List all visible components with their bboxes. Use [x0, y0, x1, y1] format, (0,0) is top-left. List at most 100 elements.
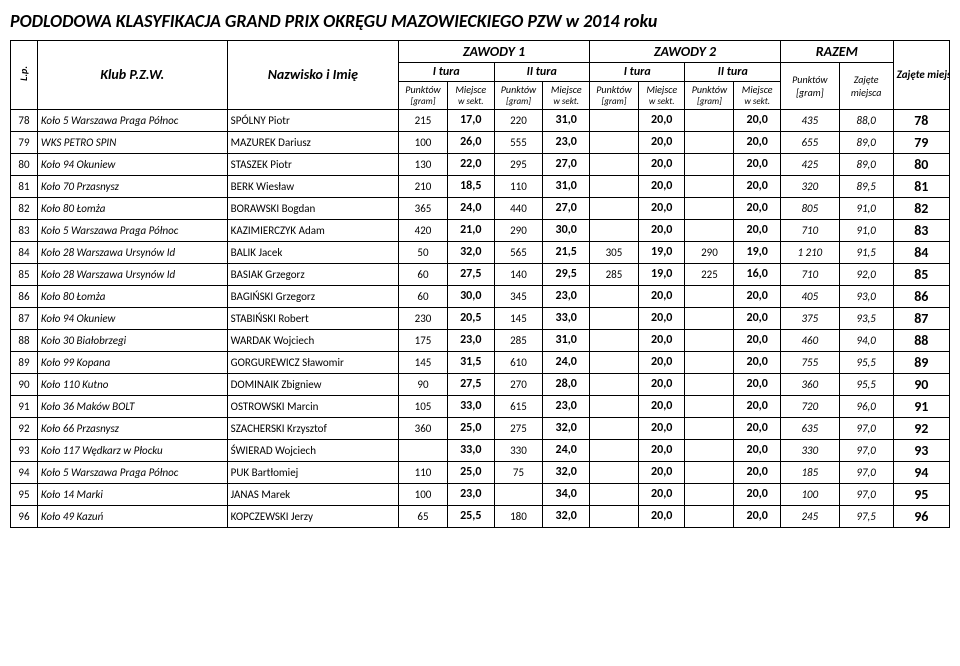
cell-m1: 21,0 [447, 219, 494, 241]
cell-p3 [590, 153, 639, 175]
cell-m2: 30,0 [543, 219, 590, 241]
cell-m2: 31,0 [543, 109, 590, 131]
cell-m2: 32,0 [543, 417, 590, 439]
cell-p3: 305 [590, 241, 639, 263]
cell-m4: 20,0 [734, 329, 781, 351]
cell-m1: 33,0 [447, 439, 494, 461]
cell-m2: 27,0 [543, 197, 590, 219]
hdr-p1: Punktów[gram] [399, 82, 448, 110]
table-row: 96Koło 49 KazuńKOPCZEWSKI Jerzy6525,5180… [11, 505, 950, 527]
cell-m2: 32,0 [543, 461, 590, 483]
cell-p1: 210 [399, 175, 448, 197]
cell-sum-pkt: 720 [780, 395, 839, 417]
cell-m1: 18,5 [447, 175, 494, 197]
cell-club: Koło 70 Przasnysz [37, 175, 227, 197]
cell-p2: 140 [494, 263, 543, 285]
table-row: 82Koło 80 ŁomżaBORAWSKI Bogdan36524,0440… [11, 197, 950, 219]
cell-final: 95 [893, 483, 949, 505]
cell-p2: 565 [494, 241, 543, 263]
cell-p1: 175 [399, 329, 448, 351]
cell-sum-pkt: 360 [780, 373, 839, 395]
cell-p2: 440 [494, 197, 543, 219]
cell-lp: 96 [11, 505, 38, 527]
cell-p3 [590, 417, 639, 439]
cell-sum-pkt: 375 [780, 307, 839, 329]
cell-p2 [494, 483, 543, 505]
cell-p3 [590, 307, 639, 329]
cell-p2: 285 [494, 329, 543, 351]
cell-lp: 89 [11, 351, 38, 373]
cell-p3 [590, 285, 639, 307]
cell-p4 [685, 505, 734, 527]
cell-p1: 360 [399, 417, 448, 439]
cell-sum-ms: 95,5 [839, 373, 893, 395]
cell-final: 91 [893, 395, 949, 417]
cell-sum-pkt: 805 [780, 197, 839, 219]
cell-m3: 20,0 [638, 307, 685, 329]
cell-final: 92 [893, 417, 949, 439]
cell-name: PUK Bartłomiej [227, 461, 398, 483]
cell-sum-ms: 95,5 [839, 351, 893, 373]
cell-m3: 20,0 [638, 329, 685, 351]
cell-p4 [685, 483, 734, 505]
cell-club: Koło 30 Białobrzegi [37, 329, 227, 351]
cell-final: 79 [893, 131, 949, 153]
cell-m1: 23,0 [447, 329, 494, 351]
cell-name: KAZIMIERCZYK Adam [227, 219, 398, 241]
cell-p2: 110 [494, 175, 543, 197]
cell-m3: 20,0 [638, 131, 685, 153]
cell-p3 [590, 373, 639, 395]
cell-m4: 20,0 [734, 153, 781, 175]
cell-lp: 85 [11, 263, 38, 285]
table-row: 91Koło 36 Maków BOLTOSTROWSKI Marcin1053… [11, 395, 950, 417]
cell-sum-ms: 97,0 [839, 439, 893, 461]
cell-final: 81 [893, 175, 949, 197]
cell-final: 85 [893, 263, 949, 285]
cell-p3 [590, 505, 639, 527]
cell-sum-pkt: 405 [780, 285, 839, 307]
cell-club: Koło 80 Łomża [37, 285, 227, 307]
cell-name: BALIK Jacek [227, 241, 398, 263]
cell-lp: 93 [11, 439, 38, 461]
cell-lp: 95 [11, 483, 38, 505]
cell-m1: 30,0 [447, 285, 494, 307]
cell-m1: 24,0 [447, 197, 494, 219]
cell-m4: 16,0 [734, 263, 781, 285]
cell-lp: 91 [11, 395, 38, 417]
cell-m4: 20,0 [734, 439, 781, 461]
cell-final: 93 [893, 439, 949, 461]
cell-p3: 285 [590, 263, 639, 285]
cell-final: 88 [893, 329, 949, 351]
cell-club: Koło 94 Okuniew [37, 307, 227, 329]
cell-m1: 26,0 [447, 131, 494, 153]
cell-sum-ms: 92,0 [839, 263, 893, 285]
cell-sum-pkt: 435 [780, 109, 839, 131]
cell-p2: 290 [494, 219, 543, 241]
table-body: 78Koło 5 Warszawa Praga PółnocSPÓLNY Pio… [11, 109, 950, 527]
cell-m3: 20,0 [638, 395, 685, 417]
cell-name: MAZUREK Dariusz [227, 131, 398, 153]
cell-p4 [685, 439, 734, 461]
cell-m3: 20,0 [638, 219, 685, 241]
cell-m1: 25,5 [447, 505, 494, 527]
table-row: 80Koło 94 OkuniewSTASZEK Piotr13022,0295… [11, 153, 950, 175]
cell-name: KOPCZEWSKI Jerzy [227, 505, 398, 527]
cell-m2: 29,5 [543, 263, 590, 285]
cell-club: Koło 94 Okuniew [37, 153, 227, 175]
page-title: PODLODOWA KLASYFIKACJA GRAND PRIX OKRĘGU… [10, 6, 950, 40]
cell-name: BERK Wiesław [227, 175, 398, 197]
cell-p4 [685, 307, 734, 329]
cell-p2: 555 [494, 131, 543, 153]
cell-sum-ms: 88,0 [839, 109, 893, 131]
cell-p2: 180 [494, 505, 543, 527]
table-row: 78Koło 5 Warszawa Praga PółnocSPÓLNY Pio… [11, 109, 950, 131]
cell-name: BORAWSKI Bogdan [227, 197, 398, 219]
cell-p4 [685, 461, 734, 483]
table-row: 87Koło 94 OkuniewSTABIŃSKI Robert23020,5… [11, 307, 950, 329]
cell-p2: 330 [494, 439, 543, 461]
hdr-sum-pkt: Punktów[gram] [780, 63, 839, 110]
cell-m1: 33,0 [447, 395, 494, 417]
cell-p3 [590, 351, 639, 373]
cell-sum-ms: 97,5 [839, 505, 893, 527]
cell-final: 83 [893, 219, 949, 241]
